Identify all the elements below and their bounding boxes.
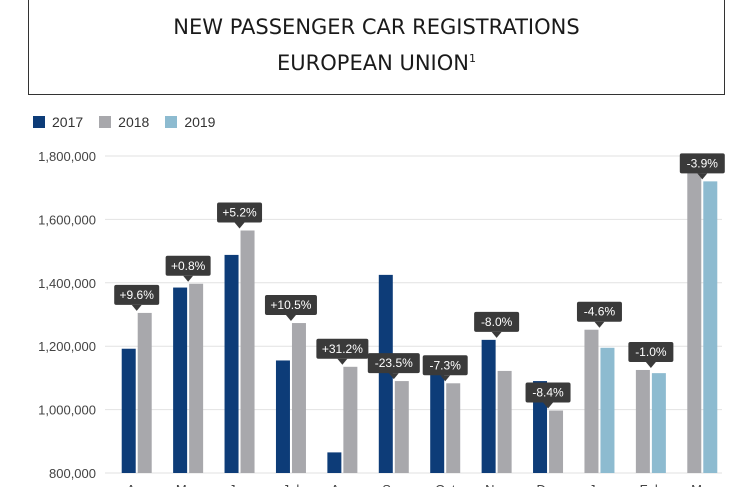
y-tick-label: 1,400,000 xyxy=(38,276,96,291)
x-tick-label: Oct xyxy=(435,482,456,487)
annotation-label: -23.5% xyxy=(375,356,413,370)
annotation-label: +5.2% xyxy=(222,205,257,219)
annotation-label: -4.6% xyxy=(584,305,616,319)
x-tick-label: Jan xyxy=(589,482,610,487)
chart-title-region: EUROPEAN UNION xyxy=(277,51,469,75)
bar-apr-2018 xyxy=(137,312,152,473)
y-tick-label: 800,000 xyxy=(49,466,96,481)
legend-label-2018: 2018 xyxy=(118,114,150,130)
y-tick-label: 1,200,000 xyxy=(38,339,96,354)
legend-item-2017[interactable]: 2017 xyxy=(33,114,83,130)
footnote-marker: 1 xyxy=(468,52,476,65)
bar-nov-2017 xyxy=(481,339,496,473)
annotation-label: -8.4% xyxy=(532,386,564,400)
y-tick-label: 1,600,000 xyxy=(38,212,96,227)
bar-jun-2017 xyxy=(224,254,239,473)
bar-jul-2017 xyxy=(275,360,290,473)
bar-dec-2017 xyxy=(533,381,548,473)
annotation-box xyxy=(367,353,420,374)
annotation-box xyxy=(264,295,317,316)
annotation-box xyxy=(316,338,369,359)
legend-label-2019: 2019 xyxy=(184,114,216,130)
bar-mar-2019 xyxy=(703,181,718,474)
bar-jan-2019 xyxy=(600,347,615,473)
x-tick-label: Dec xyxy=(536,482,560,487)
bar-nov-2018 xyxy=(497,370,512,473)
bar-may-2017 xyxy=(173,287,188,473)
y-tick-label: 1,000,000 xyxy=(38,403,96,418)
bar-feb-2018 xyxy=(635,369,650,473)
chart-title-box: NEW PASSENGER CAR REGISTRATIONS EUROPEAN… xyxy=(28,0,725,95)
annotation-box xyxy=(474,311,520,332)
annotation-box xyxy=(679,153,725,174)
legend-item-2019[interactable]: 2019 xyxy=(165,114,215,130)
annotation-pointer xyxy=(183,275,194,282)
x-tick-label: Jun xyxy=(229,482,250,487)
bar-dec-2018 xyxy=(549,410,564,473)
bar-oct-2018 xyxy=(446,383,461,473)
x-tick-label: May xyxy=(176,482,201,487)
annotation-pointer xyxy=(440,375,451,382)
legend-swatch-2018 xyxy=(99,116,112,128)
chart-legend: 2017 2018 2019 xyxy=(33,114,231,130)
bar-aug-2017 xyxy=(327,452,342,473)
bar-mar-2018 xyxy=(687,159,702,474)
annotation-pointer xyxy=(543,402,554,409)
annotation-label: -3.9% xyxy=(687,156,719,170)
annotation-label: -1.0% xyxy=(635,345,667,359)
annotation-box xyxy=(165,255,211,276)
bar-feb-2019 xyxy=(651,373,666,473)
annotation-box xyxy=(576,301,622,322)
legend-swatch-2017 xyxy=(33,116,45,128)
bar-oct-2017 xyxy=(430,355,445,473)
bar-sep-2018 xyxy=(394,381,409,473)
x-tick-label: Jul xyxy=(283,482,300,487)
annotation-pointer xyxy=(697,173,708,180)
bar-aug-2018 xyxy=(343,366,358,473)
annotation-box xyxy=(114,284,160,305)
annotation-box xyxy=(525,382,571,403)
x-tick-label: Sep xyxy=(382,482,405,487)
annotation-pointer xyxy=(594,321,605,328)
bar-sep-2017 xyxy=(378,274,393,473)
x-tick-label: Apr xyxy=(127,482,148,487)
bar-jul-2018 xyxy=(291,323,306,473)
annotation-box xyxy=(628,341,674,362)
x-tick-label: Nov xyxy=(485,482,509,487)
annotation-label: -8.0% xyxy=(481,315,513,329)
legend-item-2018[interactable]: 2018 xyxy=(99,114,149,130)
annotation-pointer xyxy=(645,361,656,368)
annotation-pointer xyxy=(388,373,399,380)
annotation-label: +0.8% xyxy=(171,259,206,273)
y-tick-label: 1,800,000 xyxy=(38,149,96,164)
annotation-pointer xyxy=(285,315,296,322)
annotation-label: +10.5% xyxy=(270,298,311,312)
x-tick-label: Mar xyxy=(691,482,714,487)
bar-may-2018 xyxy=(189,283,204,473)
annotation-pointer xyxy=(131,304,142,311)
chart-title-line-1: NEW PASSENGER CAR REGISTRATIONS xyxy=(173,15,580,39)
bar-apr-2017 xyxy=(121,348,136,473)
x-tick-label: Aug xyxy=(331,482,354,487)
chart-title-line-2: EUROPEAN UNION1 xyxy=(29,43,724,79)
annotation-label: +9.6% xyxy=(120,288,155,302)
annotation-label: -7.3% xyxy=(430,358,462,372)
annotation-pointer xyxy=(337,358,348,365)
annotation-pointer xyxy=(491,331,502,338)
annotation-label: +31.2% xyxy=(322,342,363,356)
legend-label-2017: 2017 xyxy=(52,114,84,130)
annotation-pointer xyxy=(234,222,245,229)
annotation-box xyxy=(217,202,263,223)
bar-jun-2018 xyxy=(240,230,255,473)
bar-jan-2018 xyxy=(584,329,599,473)
x-tick-label: Feb xyxy=(640,482,662,487)
legend-swatch-2019 xyxy=(165,116,178,128)
annotation-box xyxy=(422,355,468,376)
